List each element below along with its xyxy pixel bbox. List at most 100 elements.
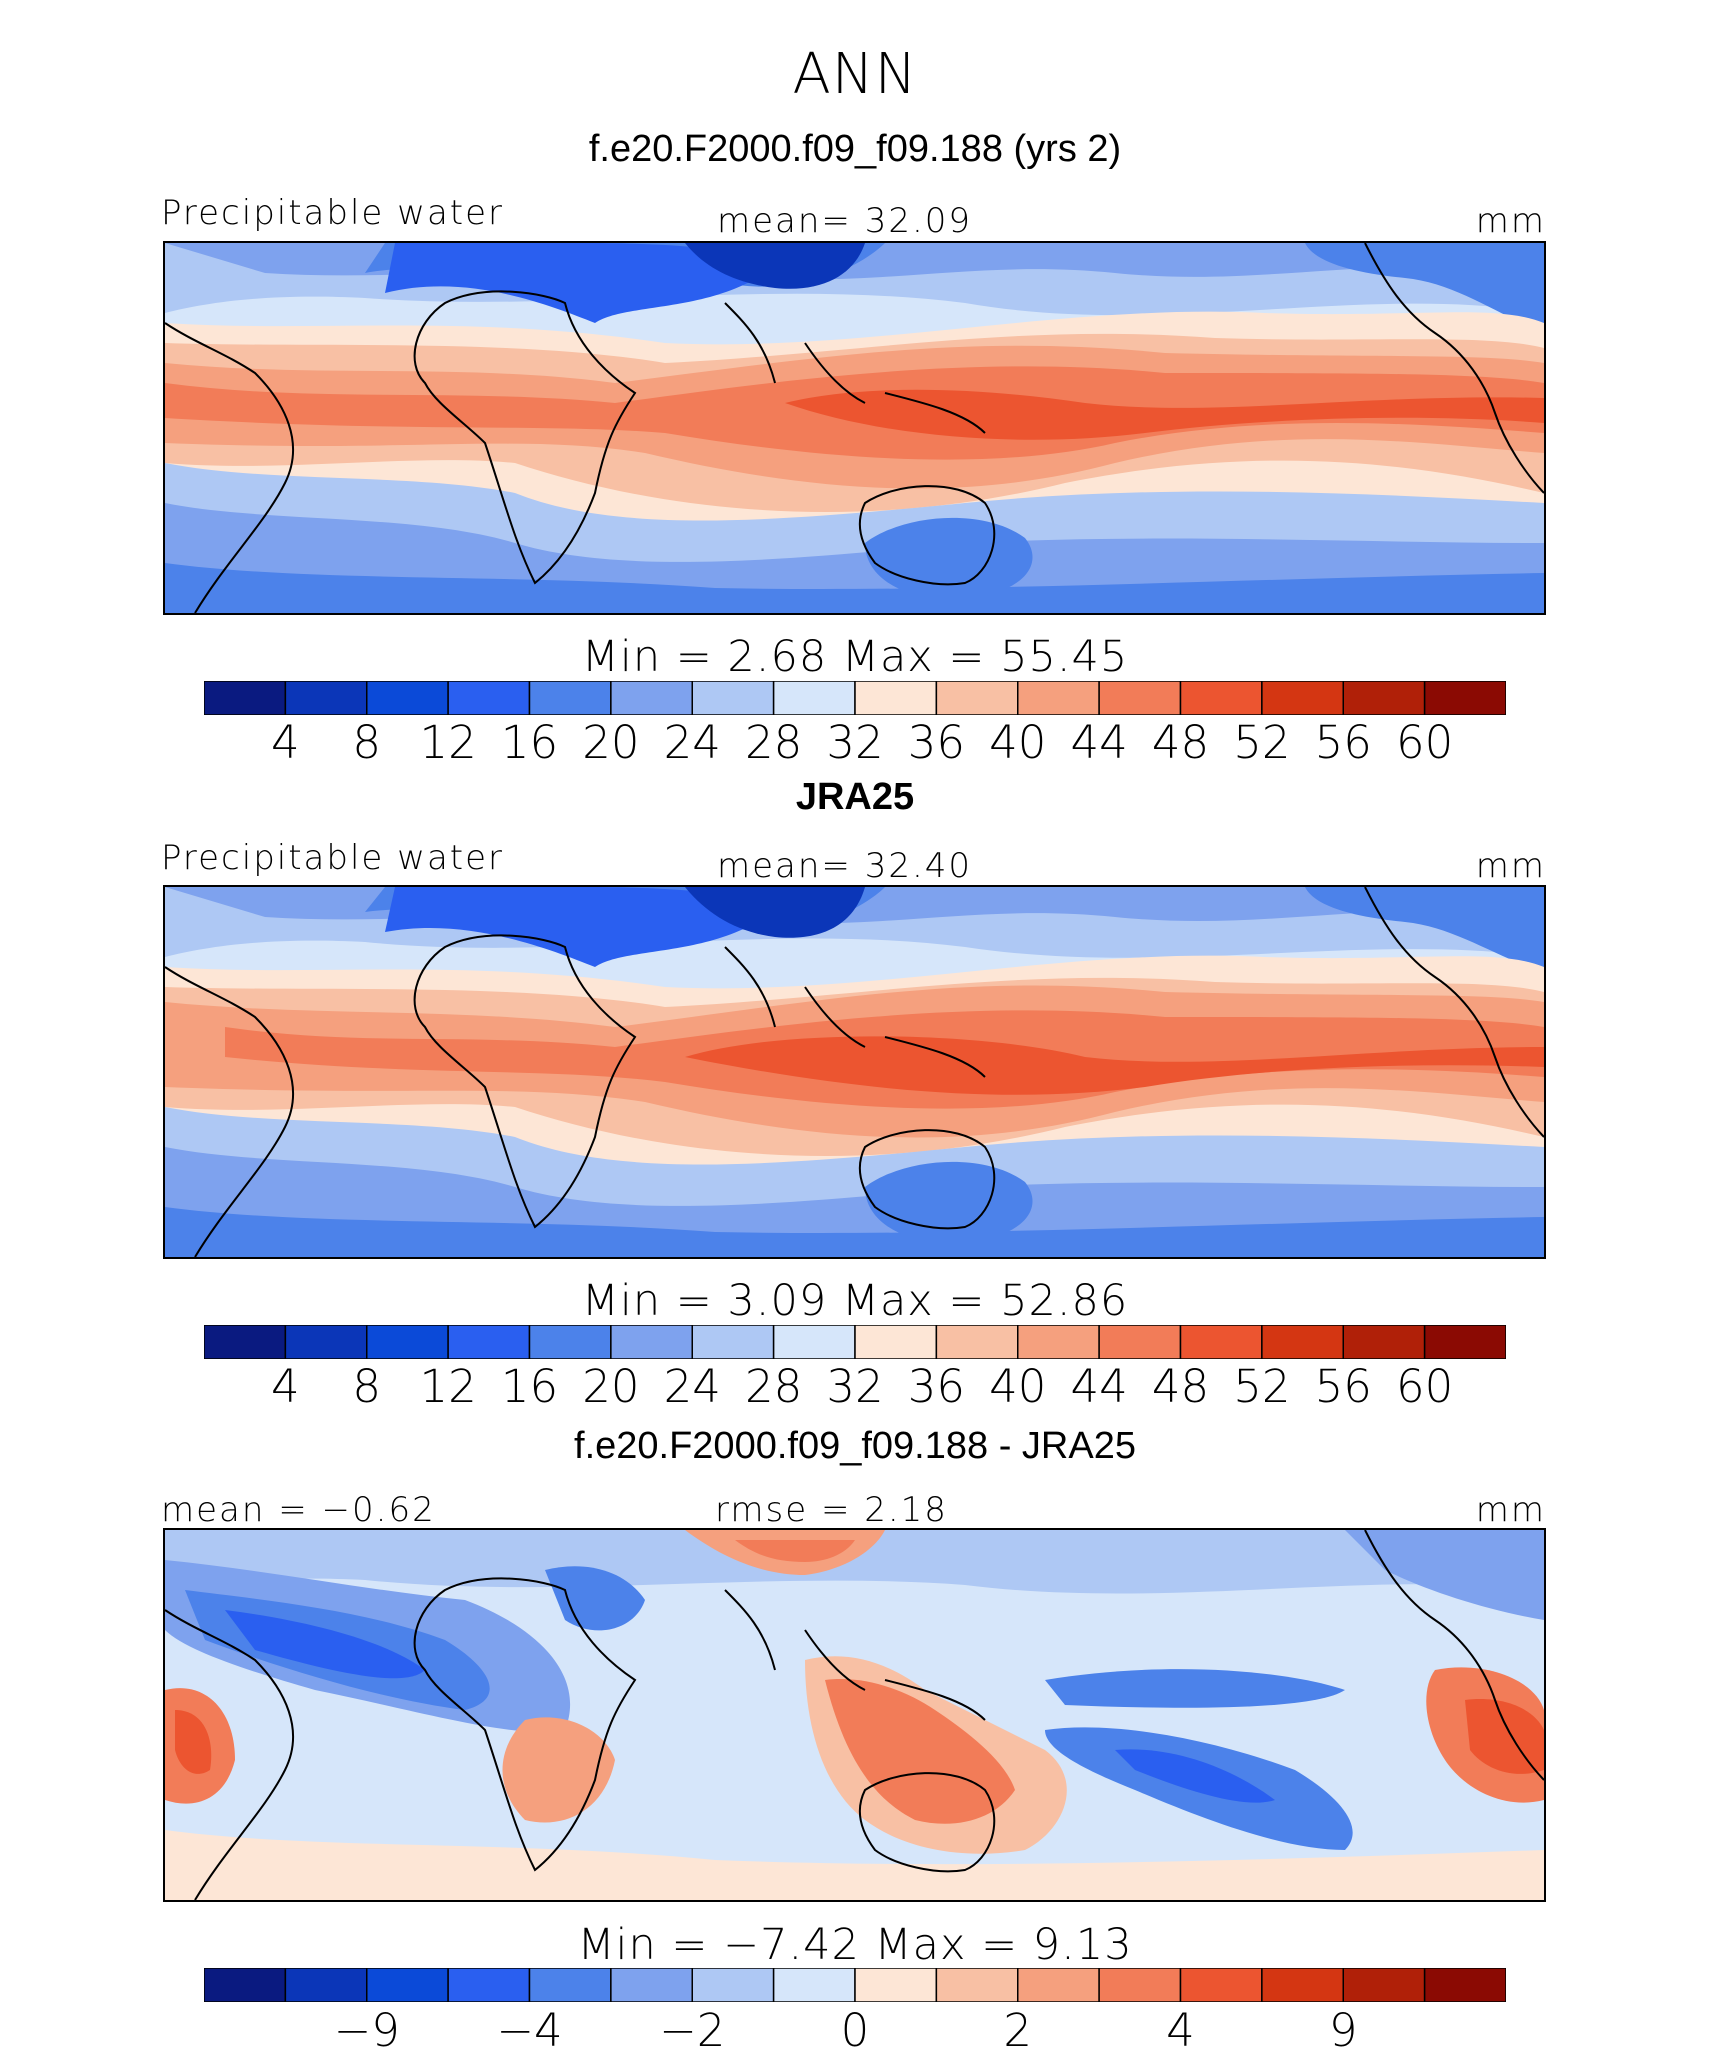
panel-2-variable-label: Precipitable water — [161, 838, 505, 878]
colorbar-swatch — [854, 1968, 938, 2002]
colorbar-tick-label: −2 — [659, 2004, 726, 2057]
colorbar-swatch — [1098, 1325, 1182, 1359]
colorbar-swatch — [1342, 1325, 1426, 1359]
panel-3-minmax: Min = −7.42 Max = 9.13 — [577, 1920, 1133, 1970]
colorbar-swatch — [1017, 1968, 1100, 2002]
colorbar-swatch — [284, 1968, 368, 2002]
panel-1-variable-label: Precipitable water — [161, 193, 505, 233]
panel-2-title: JRA25 — [795, 776, 915, 818]
colorbar-swatch — [772, 1968, 856, 2002]
panel-2-colorbar — [204, 1325, 1506, 1359]
colorbar-swatch — [1423, 681, 1506, 715]
panel-1-title: f.e20.F2000.f09_f09.188 (yrs 2) — [588, 128, 1122, 170]
panel-1-colorbar — [204, 681, 1506, 715]
panel-1-colorbar-ticks: 4 8 12 16 20 24 28 32 36 40 44 48 52 56 60 — [0, 716, 1710, 769]
colorbar-swatch — [1261, 681, 1344, 715]
colorbar-swatch — [1017, 681, 1100, 715]
colorbar-tick-label: 20 — [582, 716, 640, 769]
colorbar-swatch — [1098, 1968, 1182, 2002]
colorbar-tick-label: 32 — [826, 716, 884, 769]
colorbar-swatch — [284, 1325, 368, 1359]
colorbar-swatch — [366, 1325, 449, 1359]
colorbar-tick-label: 8 — [352, 1360, 382, 1413]
figure-title: ANN — [792, 42, 918, 107]
colorbar-tick-label: 20 — [582, 1360, 640, 1413]
colorbar-tick-label: 4 — [271, 716, 300, 769]
colorbar-swatch — [854, 1325, 938, 1359]
colorbar-swatch — [1423, 1968, 1506, 2002]
colorbar-swatch — [1342, 1968, 1426, 2002]
colorbar-swatch — [528, 1968, 612, 2002]
panel-3-mean-label: mean = −0.62 — [161, 1490, 436, 1530]
panel-2-minmax: Min = 3.09 Max = 52.86 — [581, 1276, 1129, 1326]
colorbar-tick-label: 12 — [419, 1360, 477, 1413]
panel-2-map — [163, 885, 1546, 1259]
colorbar-tick-label: 48 — [1151, 716, 1210, 769]
colorbar-swatch — [935, 1968, 1019, 2002]
colorbar-tick-label: −9 — [333, 2004, 400, 2057]
colorbar-tick-label: 24 — [663, 716, 721, 769]
colorbar-tick-label: 4 — [271, 1360, 300, 1413]
panel-1-units-label: mm — [1475, 201, 1546, 241]
panel-3-rmse-label: rmse = 2.18 — [715, 1490, 948, 1530]
colorbar-tick-label: 8 — [352, 716, 382, 769]
colorbar-tick-label: 56 — [1314, 1360, 1372, 1413]
colorbar-swatch — [1179, 1325, 1263, 1359]
colorbar-swatch — [204, 681, 287, 715]
colorbar-swatch — [447, 1325, 531, 1359]
panel-1-mean-label: mean= 32.09 — [717, 201, 973, 241]
colorbar-swatch — [854, 681, 938, 715]
colorbar-tick-label: 60 — [1395, 716, 1454, 769]
colorbar-tick-label: 48 — [1151, 1360, 1210, 1413]
colorbar-swatch — [691, 1325, 775, 1359]
colorbar-swatch — [447, 681, 531, 715]
colorbar-swatch — [610, 1968, 693, 2002]
panel-2-mean-label: mean= 32.40 — [717, 846, 973, 886]
colorbar-tick-label: 4 — [1166, 2004, 1195, 2057]
panel-2-units-label: mm — [1475, 846, 1546, 886]
colorbar-tick-label: 9 — [1328, 2004, 1358, 2057]
colorbar-tick-label: 52 — [1233, 1360, 1291, 1413]
colorbar-swatch — [204, 1325, 287, 1359]
panel-1-minmax: Min = 2.68 Max = 55.45 — [581, 632, 1129, 682]
colorbar-swatch — [610, 1325, 693, 1359]
colorbar-swatch — [1098, 681, 1182, 715]
colorbar-swatch — [1017, 1325, 1100, 1359]
colorbar-swatch — [284, 681, 368, 715]
colorbar-swatch — [528, 1325, 612, 1359]
colorbar-tick-label: 28 — [744, 716, 803, 769]
colorbar-tick-label: 36 — [907, 1360, 965, 1413]
panel-2-colorbar-ticks: 4 8 12 16 20 24 28 32 36 40 44 48 52 56 60 — [0, 1360, 1710, 1413]
colorbar-tick-label: 0 — [840, 2004, 870, 2057]
colorbar-swatch — [1261, 1968, 1344, 2002]
colorbar-swatch — [1179, 1968, 1263, 2002]
colorbar-swatch — [366, 1968, 449, 2002]
colorbar-swatch — [935, 681, 1019, 715]
panel-3-title: f.e20.F2000.f09_f09.188 - JRA25 — [574, 1425, 1136, 1467]
colorbar-tick-label: 40 — [989, 716, 1047, 769]
colorbar-swatch — [1342, 681, 1426, 715]
colorbar-tick-label: 56 — [1314, 716, 1372, 769]
panel-3-colorbar — [204, 1968, 1506, 2002]
colorbar-tick-label: 52 — [1233, 716, 1291, 769]
colorbar-tick-label: 36 — [907, 716, 965, 769]
colorbar-swatch — [772, 681, 856, 715]
colorbar-tick-label: 28 — [744, 1360, 803, 1413]
colorbar-tick-label: 40 — [989, 1360, 1047, 1413]
colorbar-swatch — [691, 1968, 775, 2002]
colorbar-tick-label: 44 — [1070, 716, 1128, 769]
colorbar-swatch — [204, 1968, 287, 2002]
colorbar-swatch — [691, 681, 775, 715]
colorbar-tick-label: 60 — [1395, 1360, 1454, 1413]
colorbar-tick-label: −4 — [496, 2004, 563, 2057]
colorbar-swatch — [1261, 1325, 1344, 1359]
colorbar-swatch — [1179, 681, 1263, 715]
colorbar-tick-label: 12 — [419, 716, 477, 769]
colorbar-tick-label: 2 — [1003, 2004, 1033, 2057]
panel-3-map — [163, 1528, 1546, 1902]
colorbar-tick-label: 32 — [826, 1360, 884, 1413]
panel-3-colorbar-ticks: −9 −4 −2 0 2 4 9 — [0, 2004, 1710, 2057]
colorbar-swatch — [610, 681, 693, 715]
panel-1-map — [163, 241, 1546, 615]
colorbar-swatch — [528, 681, 612, 715]
